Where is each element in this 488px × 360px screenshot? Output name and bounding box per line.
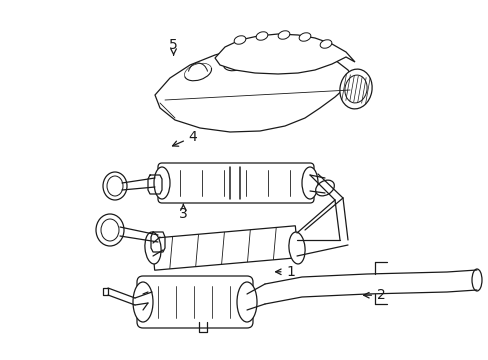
Text: 3: 3 — [179, 204, 187, 221]
Text: 1: 1 — [275, 265, 295, 279]
FancyBboxPatch shape — [158, 163, 313, 203]
Ellipse shape — [299, 33, 310, 41]
Text: 5: 5 — [169, 38, 178, 55]
Ellipse shape — [278, 31, 289, 39]
Ellipse shape — [344, 75, 366, 103]
Ellipse shape — [144, 232, 161, 264]
Ellipse shape — [107, 176, 123, 196]
Ellipse shape — [103, 172, 127, 200]
Ellipse shape — [471, 269, 481, 291]
Ellipse shape — [101, 219, 119, 241]
Ellipse shape — [288, 232, 305, 264]
Ellipse shape — [302, 167, 317, 199]
Ellipse shape — [339, 69, 371, 109]
Ellipse shape — [234, 36, 245, 44]
Polygon shape — [152, 226, 298, 270]
Ellipse shape — [133, 282, 153, 322]
Polygon shape — [215, 34, 354, 74]
Ellipse shape — [320, 40, 331, 48]
Ellipse shape — [96, 214, 124, 246]
FancyBboxPatch shape — [137, 276, 252, 328]
Text: 4: 4 — [172, 130, 197, 146]
Ellipse shape — [237, 282, 257, 322]
Polygon shape — [155, 45, 354, 132]
Text: 2: 2 — [363, 288, 385, 302]
Ellipse shape — [154, 167, 170, 199]
Ellipse shape — [315, 180, 334, 196]
Ellipse shape — [256, 32, 267, 40]
